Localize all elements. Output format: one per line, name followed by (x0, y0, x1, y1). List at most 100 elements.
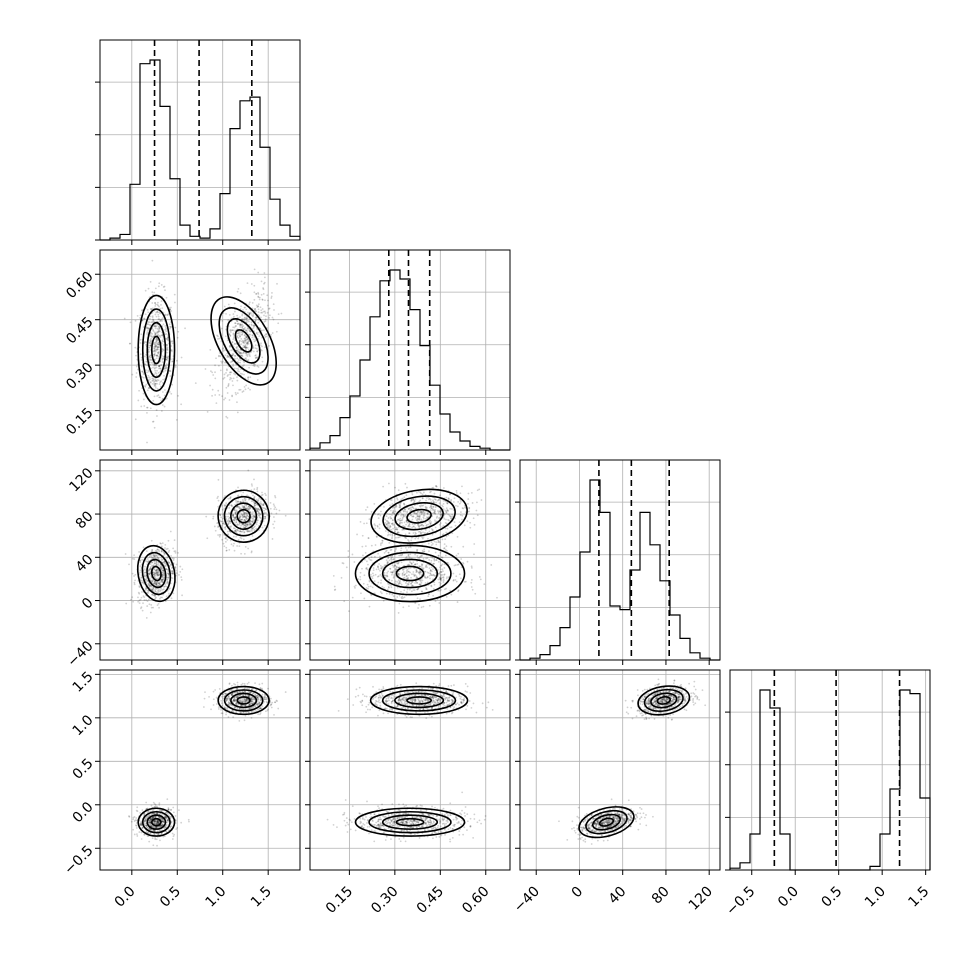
sample-point (226, 416, 229, 419)
sample-point (428, 593, 430, 596)
sample-point (390, 522, 393, 525)
sample-point (407, 567, 410, 570)
sample-point (152, 844, 155, 847)
sample-point (380, 510, 382, 513)
sample-point (219, 533, 222, 536)
sample-point (386, 575, 388, 578)
contour-level-0 (137, 294, 176, 406)
sample-point (421, 579, 424, 582)
sample-point (383, 574, 386, 577)
sample-point (418, 571, 421, 574)
sample-point (161, 817, 164, 820)
sample-point (368, 579, 371, 582)
sample-point (156, 303, 159, 306)
sample-point (150, 539, 153, 542)
sample-point (237, 322, 240, 325)
sample-point (155, 311, 158, 314)
sample-point (156, 833, 159, 836)
sample-point (231, 505, 233, 508)
sample-point (155, 564, 158, 567)
sample-point (153, 574, 156, 577)
sample-point (239, 352, 242, 355)
sample-point (236, 345, 239, 348)
sample-point (369, 559, 372, 561)
sample-point (166, 359, 169, 361)
sample-point (225, 549, 228, 552)
sample-point (423, 550, 426, 553)
sample-point (162, 571, 165, 574)
sample-point (234, 512, 237, 515)
sample-point (144, 819, 147, 822)
sample-point (389, 504, 391, 507)
sample-point (447, 513, 450, 516)
sample-point (157, 582, 160, 584)
sample-point (138, 551, 140, 553)
sample-point (163, 585, 166, 588)
sample-point (401, 529, 404, 531)
sample-point (254, 504, 257, 507)
sample-point (434, 498, 437, 501)
sample-point (245, 336, 248, 339)
sample-point (150, 321, 153, 324)
sample-point (256, 356, 259, 359)
sample-point (254, 515, 256, 518)
sample-point (425, 499, 427, 502)
sample-point (161, 334, 164, 337)
sample-point (148, 358, 151, 361)
sample-point (255, 347, 258, 350)
sample-point (172, 547, 175, 550)
sample-point (169, 826, 172, 829)
sample-point (175, 563, 178, 566)
sample-point (410, 590, 413, 593)
sample-point (255, 292, 258, 295)
sample-point (441, 504, 444, 507)
sample-point (407, 583, 410, 586)
sample-point (255, 293, 258, 295)
sample-point (388, 522, 390, 525)
sample-point (388, 482, 390, 485)
sample-point (155, 568, 158, 571)
sample-point (161, 569, 164, 571)
sample-point (149, 587, 152, 590)
sample-point (156, 343, 158, 345)
sample-point (155, 571, 158, 573)
sample-point (242, 340, 245, 343)
sample-point (265, 508, 267, 511)
sample-point (153, 816, 156, 819)
sample-point (139, 824, 142, 827)
sample-point (244, 348, 247, 351)
contour-level-2 (146, 321, 167, 379)
sample-point (422, 531, 424, 534)
sample-point (163, 827, 166, 829)
sample-point (252, 347, 255, 350)
sample-point (133, 833, 136, 836)
sample-point (257, 349, 260, 352)
sample-point (401, 521, 404, 524)
sample-point (415, 532, 417, 535)
sample-point (158, 564, 160, 567)
sample-point (246, 524, 249, 527)
sample-point (424, 576, 426, 579)
sample-point (401, 519, 404, 522)
sample-point (149, 584, 151, 587)
sample-point (435, 485, 438, 487)
sample-point (214, 529, 217, 532)
sample-point (237, 337, 240, 339)
sample-point (145, 801, 148, 804)
sample-point (158, 364, 161, 367)
sample-point (144, 560, 147, 562)
sample-point (155, 560, 158, 563)
sample-point (146, 327, 149, 330)
sample-point (244, 329, 247, 331)
sample-point (136, 806, 139, 809)
panel-1-0: 0.150.300.450.60 (63, 249, 301, 455)
sample-point (419, 583, 422, 586)
sample-point (403, 567, 406, 570)
sample-point (443, 547, 445, 550)
sample-point (397, 583, 400, 586)
sample-point (398, 582, 401, 584)
sample-point (390, 499, 393, 501)
sample-point (149, 832, 151, 835)
sample-point (251, 334, 254, 337)
sample-point (153, 820, 156, 822)
